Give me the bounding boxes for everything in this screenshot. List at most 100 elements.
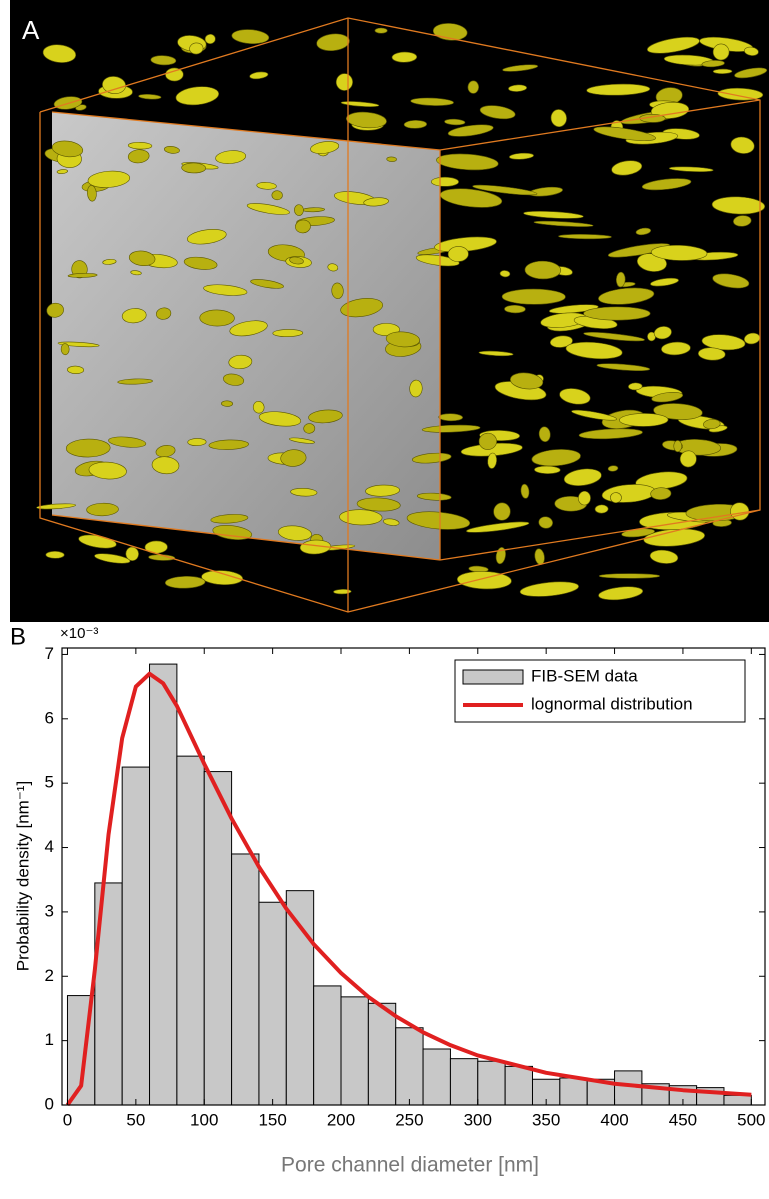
pore [641,178,692,191]
pore [651,391,684,403]
pore [411,452,452,464]
pore [403,120,427,129]
pore [201,570,244,585]
pore [430,176,459,187]
pore [519,581,579,597]
histogram-bar [285,890,315,1106]
pore [295,219,311,234]
panel-a-image: A [10,0,769,622]
pore [289,256,304,265]
pore [416,492,452,501]
pore [524,260,562,280]
pore [391,51,418,63]
pore [127,149,150,164]
pore [406,511,471,530]
pore [374,27,388,34]
pore [565,341,623,360]
pore [42,44,77,63]
histogram-bar [176,755,205,1106]
pore [733,215,752,227]
pore [549,335,573,348]
y-tick-label: 2 [45,966,54,985]
pore [661,341,691,356]
histogram-bar [422,1048,451,1106]
pore [410,97,454,106]
pore [223,373,245,386]
pore [183,256,218,270]
pore [499,270,511,278]
pore [711,196,766,215]
pore [466,521,530,533]
pore [668,166,714,172]
pore [578,428,643,440]
plot-frame [61,647,766,1106]
pore [272,329,304,337]
pore [712,68,733,74]
histogram-bar [559,1077,588,1106]
pore-surfaces [36,23,768,601]
pore [508,84,527,92]
x-axis-label: Pore channel diameter [nm] [281,1154,539,1177]
pore [249,71,269,80]
pore [533,220,594,227]
pore [250,279,284,289]
pore [65,438,111,458]
histogram-bar [477,1060,506,1106]
pore [127,141,153,150]
pore [712,273,750,289]
pore [610,492,622,504]
pore [229,320,268,337]
pore [456,571,512,590]
y-tick-label: 6 [45,708,54,727]
pore [447,124,494,137]
pore [221,400,234,407]
pore [60,343,70,356]
x-tick-label: 350 [532,1110,560,1129]
pore [331,282,344,299]
pore [67,365,85,374]
pore [650,101,690,119]
pore [531,449,581,467]
histogram-bar [258,901,287,1106]
pore [386,156,397,162]
pore [647,36,700,54]
pore [607,465,619,472]
y-tick-label: 3 [45,901,54,920]
pore [383,518,400,526]
bounding-box [39,17,761,613]
pore [744,46,759,56]
pore [164,576,206,589]
pore [730,136,755,154]
pore [204,33,216,45]
pore [478,350,514,357]
pore [703,419,721,430]
x-tick-label: 50 [126,1110,145,1129]
pore [679,450,697,468]
y-tick-label: 7 [45,644,54,663]
histogram-bar [395,1027,424,1106]
pore [717,87,764,101]
pore [596,363,651,372]
y-axis-label: Probability density [nm⁻¹] [13,781,32,971]
pore [502,64,539,72]
pore [548,304,599,314]
pore [487,452,497,469]
pore [365,484,400,497]
pore [327,263,339,272]
x-tick-label: 200 [327,1110,355,1129]
pore [583,332,645,342]
pore [619,413,669,427]
legend-label: FIB-SEM data [531,666,638,685]
pore [563,468,602,486]
pore [87,185,97,202]
histogram-bar [340,996,369,1106]
pore [340,101,380,107]
pore [290,487,318,497]
y-tick-label: 4 [45,837,54,856]
pore [165,67,184,82]
pore [36,503,77,510]
pore [138,94,162,100]
pore [478,432,497,450]
pore [598,586,644,601]
